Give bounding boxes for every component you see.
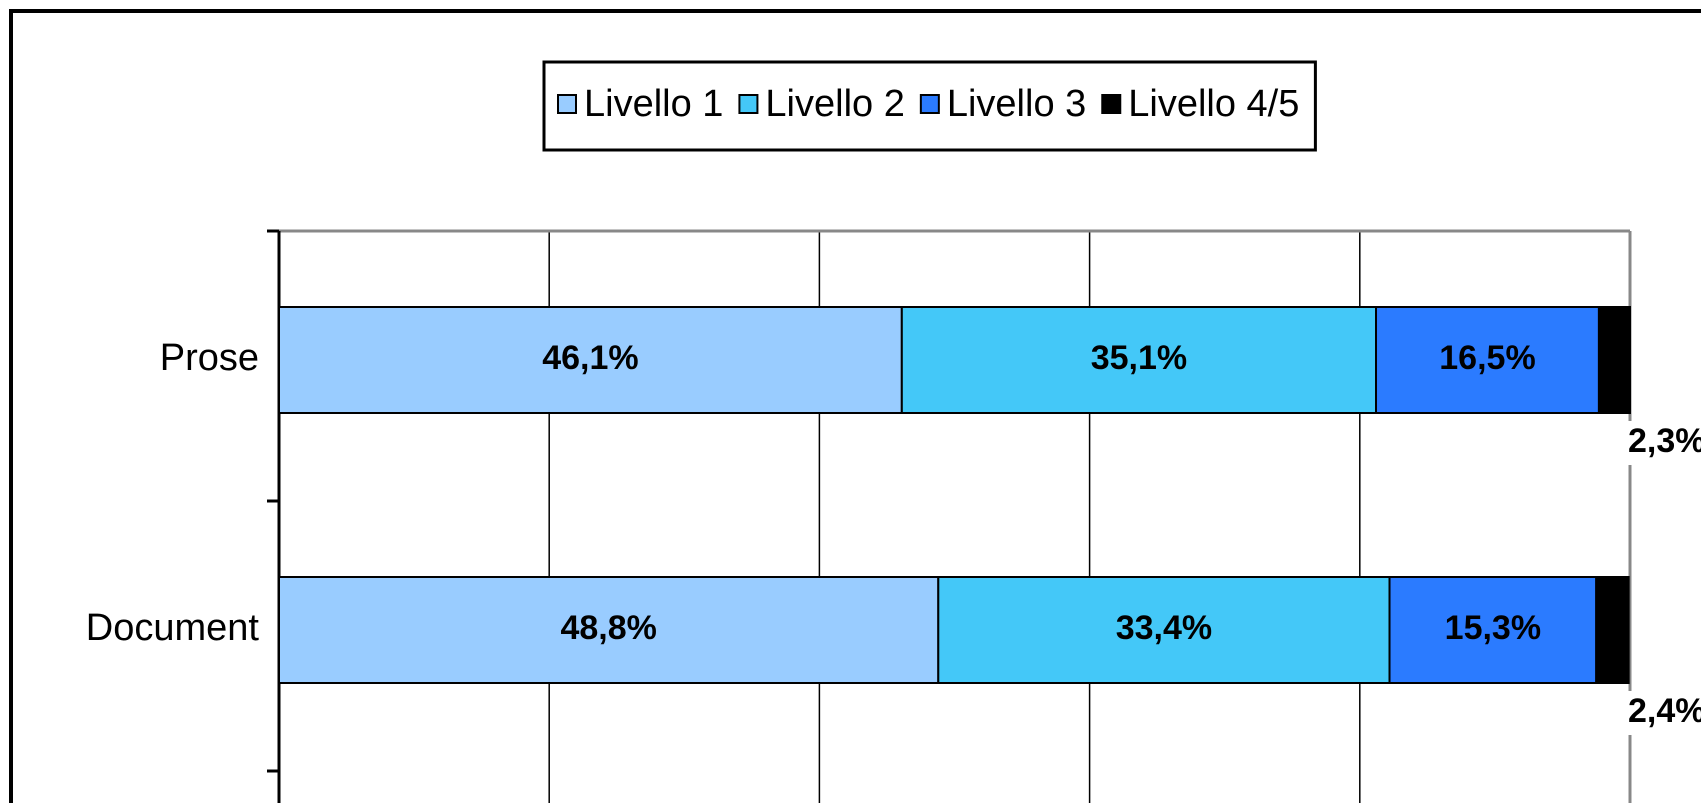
bar-segment — [1597, 306, 1632, 414]
bar-segment — [937, 576, 1391, 684]
value-label: 2,4% — [1628, 692, 1701, 730]
bar-segment — [1595, 576, 1630, 684]
bar-segment — [278, 306, 903, 414]
legend-swatch — [738, 94, 759, 114]
value-label: 15,3% — [1445, 609, 1541, 647]
category-label: Document — [86, 607, 260, 649]
value-label: 48,8% — [560, 609, 656, 647]
value-label: 33,4% — [1116, 609, 1212, 647]
bar-segment — [278, 576, 940, 684]
category-label: Prose — [160, 337, 259, 379]
legend-swatch — [557, 94, 577, 114]
bar-segment — [900, 306, 1378, 414]
legend-label: Livello 4/5 — [1128, 83, 1299, 125]
legend-swatch — [919, 94, 940, 114]
legend-swatch — [1101, 94, 1122, 114]
value-label: 35,1% — [1091, 339, 1187, 377]
bar-segment — [1388, 576, 1598, 684]
legend-label: Livello 3 — [947, 83, 1086, 125]
value-label: 16,5% — [1439, 339, 1535, 377]
value-label: 46,1% — [542, 339, 638, 377]
legend-label: Livello 1 — [584, 83, 723, 125]
legend: Livello 1 Livello 2 Livello 3 Livello 4/5 — [542, 60, 1317, 152]
label-bg — [1626, 421, 1701, 465]
legend-label: Livello 2 — [765, 83, 904, 125]
bar-segment — [1375, 306, 1600, 414]
value-label: 2,3% — [1628, 422, 1701, 460]
label-bg — [1626, 691, 1701, 735]
